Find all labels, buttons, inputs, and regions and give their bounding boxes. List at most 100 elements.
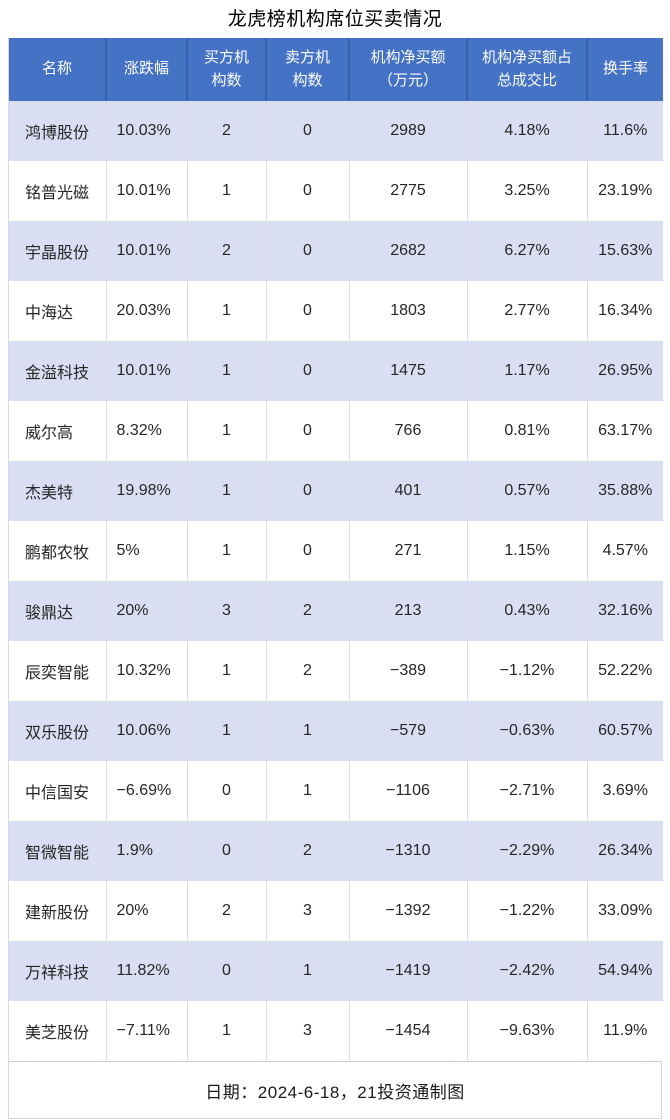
cell-buyer-inst-count: 1 bbox=[187, 161, 267, 221]
cell-inst-net-buy: −1419 bbox=[349, 941, 468, 1001]
cell-inst-net-buy-ratio: 3.25% bbox=[467, 161, 588, 221]
cell-inst-net-buy: 213 bbox=[349, 581, 468, 641]
table-row: 威尔高 8.32% 1 0 766 0.81% 63.17% bbox=[9, 401, 663, 461]
col-header-name: 名称 bbox=[9, 38, 107, 101]
cell-inst-net-buy-ratio: −0.63% bbox=[467, 701, 588, 761]
cell-turnover-rate: 16.34% bbox=[598, 302, 653, 319]
col-header-buyer-inst-count: 买方机 构数 bbox=[187, 38, 267, 101]
page-title: 龙虎榜机构席位买卖情况 bbox=[227, 9, 443, 30]
table-row: 鹏都农牧 5% 1 0 271 1.15% 4.57% bbox=[9, 521, 663, 581]
col-header-seller-inst-count: 卖方机 构数 bbox=[266, 38, 350, 101]
cell-turnover-rate: 11.6% bbox=[603, 122, 648, 139]
cell-inst-net-buy-ratio: −2.42% bbox=[467, 941, 588, 1001]
cell-name: 智微智能 bbox=[9, 821, 107, 881]
table-row: 智微智能 1.9% 0 2 −1310 −2.29% 26.34% bbox=[9, 821, 663, 881]
cell-inst-net-buy-ratio: 6.27% bbox=[467, 221, 588, 281]
cell-change-pct: 10.01% bbox=[106, 221, 188, 281]
cell-turnover-rate: 52.22% bbox=[598, 662, 653, 679]
cell-change-pct: 10.01% bbox=[106, 161, 188, 221]
cell-turnover-rate: 4.57% bbox=[602, 542, 648, 559]
cell-name: 美芝股份 bbox=[9, 1001, 107, 1061]
cell-inst-net-buy: −1454 bbox=[349, 1001, 468, 1061]
cell-inst-net-buy-ratio: −1.22% bbox=[467, 881, 588, 941]
table-container: 名称 涨跌幅 买方机 构数 卖方机 构数 机构净买额 （万元） 机构净买额占 总成交比 换手… bbox=[8, 38, 663, 1119]
cell-inst-net-buy: 1475 bbox=[349, 341, 468, 401]
cell-seller-inst-count: 3 bbox=[266, 1001, 350, 1061]
table-row: 杰美特 19.98% 1 0 401 0.57% 35.88% bbox=[9, 461, 663, 521]
cell-name: 鹏都农牧 bbox=[9, 521, 107, 581]
cell-inst-net-buy-ratio: 0.57% bbox=[467, 461, 588, 521]
cell-inst-net-buy-ratio: 2.77% bbox=[467, 281, 588, 341]
cell-inst-net-buy: 2682 bbox=[349, 221, 468, 281]
cell-buyer-inst-count: 1 bbox=[187, 401, 267, 461]
cell-inst-net-buy: 766 bbox=[349, 401, 468, 461]
col-header-inst-net-buy-ratio: 机构净买额占 总成交比 bbox=[467, 38, 588, 101]
cell-buyer-inst-count: 2 bbox=[187, 221, 267, 281]
col-header-inst-net-buy: 机构净买额 （万元） bbox=[349, 38, 468, 101]
cell-turnover-rate: 32.16% bbox=[598, 602, 653, 619]
col-header-change-pct: 涨跌幅 bbox=[106, 38, 188, 101]
cell-name: 铭普光磁 bbox=[9, 161, 107, 221]
cell-seller-inst-count: 0 bbox=[266, 101, 350, 161]
cell-name: 鸿博股份 bbox=[9, 101, 107, 161]
cell-inst-net-buy-ratio: 1.17% bbox=[467, 341, 588, 401]
cell-change-pct: 10.03% bbox=[106, 101, 188, 161]
cell-name: 万祥科技 bbox=[9, 941, 107, 1001]
cell-buyer-inst-count: 0 bbox=[187, 821, 267, 881]
cell-buyer-inst-count: 3 bbox=[187, 581, 267, 641]
table-row: 中海达 20.03% 1 0 1803 2.77% 16.34% bbox=[9, 281, 663, 341]
cell-turnover-rate: 15.63% bbox=[598, 242, 653, 259]
cell-change-pct: 19.98% bbox=[106, 461, 188, 521]
cell-inst-net-buy-ratio: 1.15% bbox=[467, 521, 588, 581]
cell-seller-inst-count: 0 bbox=[266, 161, 350, 221]
cell-turnover-rate: 60.57% bbox=[598, 722, 653, 739]
cell-inst-net-buy-ratio: −2.29% bbox=[467, 821, 588, 881]
table-row: 双乐股份 10.06% 1 1 −579 −0.63% 60.57% bbox=[9, 701, 663, 761]
cell-change-pct: 5% bbox=[106, 521, 188, 581]
cell-change-pct: 1.9% bbox=[106, 821, 188, 881]
cell-seller-inst-count: 1 bbox=[266, 761, 350, 821]
cell-inst-net-buy: 1803 bbox=[349, 281, 468, 341]
cell-seller-inst-count: 0 bbox=[266, 281, 350, 341]
cell-name: 威尔高 bbox=[9, 401, 107, 461]
cell-change-pct: −7.11% bbox=[106, 1001, 188, 1061]
cell-buyer-inst-count: 2 bbox=[187, 881, 267, 941]
cell-inst-net-buy: 271 bbox=[349, 521, 468, 581]
cell-turnover-rate: 3.69% bbox=[602, 782, 648, 799]
col-header-turnover-rate: 换手率 bbox=[587, 38, 663, 101]
cell-seller-inst-count: 0 bbox=[266, 341, 350, 401]
cell-name: 宇晶股份 bbox=[9, 221, 107, 281]
cell-inst-net-buy-ratio: −1.12% bbox=[467, 641, 588, 701]
cell-turnover-rate: 11.9% bbox=[603, 1022, 648, 1039]
table-row: 骏鼎达 20% 3 2 213 0.43% 32.16% bbox=[9, 581, 663, 641]
table-row: 中信国安 −6.69% 0 1 −1106 −2.71% 3.69% bbox=[9, 761, 663, 821]
lhb-table: 名称 涨跌幅 买方机 构数 卖方机 构数 机构净买额 （万元） 机构净买额占 总成交比 换手… bbox=[9, 38, 663, 1061]
cell-change-pct: 10.06% bbox=[106, 701, 188, 761]
cell-turnover-rate: 54.94% bbox=[598, 962, 653, 979]
cell-name: 建新股份 bbox=[9, 881, 107, 941]
table-row: 鸿博股份 10.03% 2 0 2989 4.18% 11.6% bbox=[9, 101, 663, 161]
cell-name: 金溢科技 bbox=[9, 341, 107, 401]
cell-turnover-rate: 33.09% bbox=[598, 902, 653, 919]
cell-turnover-rate: 23.19% bbox=[598, 182, 653, 199]
cell-buyer-inst-count: 1 bbox=[187, 281, 267, 341]
cell-inst-net-buy-ratio: 4.18% bbox=[467, 101, 588, 161]
cell-seller-inst-count: 1 bbox=[266, 941, 350, 1001]
cell-name: 中海达 bbox=[9, 281, 107, 341]
cell-turnover-rate: 35.88% bbox=[598, 482, 653, 499]
cell-seller-inst-count: 2 bbox=[266, 581, 350, 641]
table-row: 辰奕智能 10.32% 1 2 −389 −1.12% 52.22% bbox=[9, 641, 663, 701]
cell-change-pct: −6.69% bbox=[106, 761, 188, 821]
cell-inst-net-buy-ratio: −2.71% bbox=[467, 761, 588, 821]
header-row: 名称 涨跌幅 买方机 构数 卖方机 构数 机构净买额 （万元） 机构净买额占 总成交比 换手… bbox=[9, 38, 663, 101]
cell-change-pct: 20% bbox=[106, 881, 188, 941]
table-row: 铭普光磁 10.01% 1 0 2775 3.25% 23.19% bbox=[9, 161, 663, 221]
cell-change-pct: 10.32% bbox=[106, 641, 188, 701]
cell-name: 中信国安 bbox=[9, 761, 107, 821]
cell-change-pct: 10.01% bbox=[106, 341, 188, 401]
cell-inst-net-buy-ratio: 0.81% bbox=[467, 401, 588, 461]
cell-change-pct: 20% bbox=[106, 581, 188, 641]
cell-buyer-inst-count: 1 bbox=[187, 1001, 267, 1061]
cell-buyer-inst-count: 1 bbox=[187, 521, 267, 581]
